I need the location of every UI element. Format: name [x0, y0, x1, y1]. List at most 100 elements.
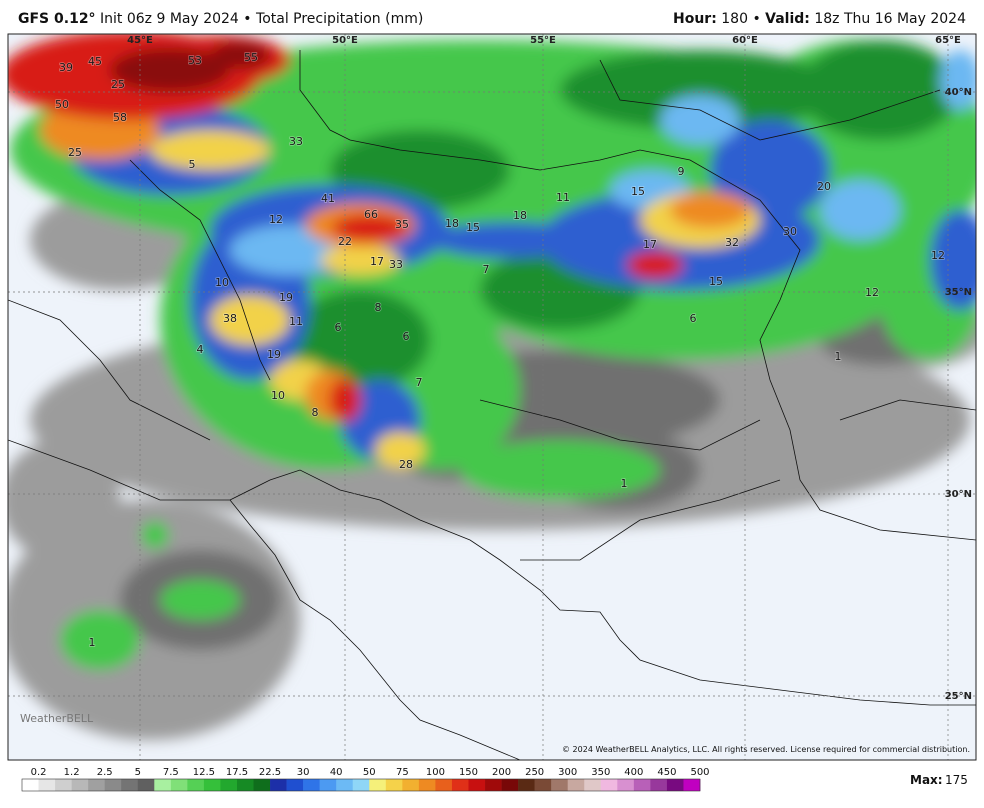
- precip-area: [800, 40, 960, 140]
- precip-label: 45: [88, 55, 102, 68]
- colorbar-label: 300: [558, 767, 577, 778]
- colorbar-outline: [21, 778, 701, 792]
- colorbar-cell: [104, 779, 122, 791]
- colorbar-cell: [468, 779, 486, 791]
- precip-area: [290, 290, 430, 390]
- graticule: [8, 34, 976, 760]
- precip-label: 5: [189, 158, 196, 171]
- precip-label: 55: [244, 51, 258, 64]
- colorbar-cell: [203, 779, 221, 791]
- colorbar-cell: [584, 779, 602, 791]
- colorbar-label: 75: [396, 767, 409, 778]
- colorbar: 0.2 1.2 2.5 5 7.5 12.5 17.5 22.5 30 40 50 75 100 150 2…: [21, 767, 710, 792]
- colorbar-cell: [38, 779, 56, 791]
- precip-label: 12: [865, 286, 879, 299]
- colorbar-cell: [418, 779, 436, 791]
- precip-label: 10: [215, 276, 229, 289]
- precip-label: 6: [403, 330, 410, 343]
- precip-label: 15: [466, 221, 480, 234]
- precip-label: 8: [375, 301, 382, 314]
- precip-label: 6: [335, 321, 342, 334]
- precip-label: 9: [678, 165, 685, 178]
- precip-label: 30: [783, 225, 797, 238]
- precip-label: 33: [289, 135, 303, 148]
- precip-area: [627, 251, 683, 279]
- colorbar-label: 350: [591, 767, 610, 778]
- precip-label: 66: [364, 208, 378, 221]
- precip-label: 25: [111, 78, 125, 91]
- precip-area: [60, 610, 140, 670]
- precip-label: 11: [556, 191, 570, 204]
- hour-label: Hour:: [672, 11, 717, 27]
- precip-area: [160, 580, 240, 620]
- colorbar-cell: [303, 779, 320, 791]
- colorbar-label: 2.5: [97, 767, 113, 778]
- product: Total Precipitation (mm): [256, 11, 424, 27]
- colorbar-cell: [319, 779, 337, 791]
- latitude-label: 35°N: [945, 287, 972, 298]
- precip-label: 53: [188, 54, 202, 67]
- colorbar-cell: [650, 779, 668, 791]
- colorbar-cell: [485, 779, 502, 791]
- precip-label: 33: [389, 258, 403, 271]
- colorbar-cell: [435, 779, 453, 791]
- precip-label: 12: [931, 249, 945, 262]
- precip-label: 8: [312, 406, 319, 419]
- precip-area: [930, 210, 976, 310]
- header-right: Hour: 180 • Valid: 18z Thu 16 May 2024: [673, 11, 966, 27]
- colorbar-cell: [352, 779, 370, 791]
- colorbar-label: 200: [492, 767, 511, 778]
- precip-label: 4: [197, 343, 204, 356]
- colorbar-label: 7.5: [163, 767, 179, 778]
- colorbar-label: 450: [657, 767, 676, 778]
- colorbar-label: 0.2: [31, 767, 47, 778]
- precip-label: 39: [59, 61, 73, 74]
- colorbar-cell: [71, 779, 89, 791]
- precip-label: 15: [631, 185, 645, 198]
- colorbar-cell: [567, 779, 585, 791]
- colorbar-cell: [154, 779, 172, 791]
- max-value: 175: [945, 773, 968, 787]
- precip-area: [460, 440, 660, 500]
- colorbar-cell: [220, 779, 238, 791]
- borders: [8, 50, 976, 760]
- colorbar-label: 1.2: [64, 767, 80, 778]
- colorbar-cell: [617, 779, 635, 791]
- precip-label: 15: [709, 275, 723, 288]
- header-left: GFS 0.12° Init 06z 9 May 2024 • Total Pr…: [18, 11, 423, 27]
- colorbar-label: 150: [459, 767, 478, 778]
- precip-label: 19: [279, 291, 293, 304]
- colorbar-cell: [187, 779, 205, 791]
- precip-area: [560, 50, 840, 130]
- precip-label: 22: [338, 235, 352, 248]
- latitude-label: 25°N: [945, 691, 972, 702]
- copyright: © 2024 WeatherBELL Analytics, LLC. All r…: [562, 745, 970, 754]
- colorbar-cell: [170, 779, 188, 791]
- longitude-label: 45°E: [127, 35, 153, 46]
- precip-area: [150, 130, 270, 170]
- precip-label: 1: [621, 477, 628, 490]
- colorbar-cell: [121, 779, 139, 791]
- precip-field: [8, 34, 976, 740]
- longitude-label: 55°E: [530, 35, 556, 46]
- longitude-label: 60°E: [732, 35, 758, 46]
- precip-label: 20: [817, 180, 831, 193]
- precip-label: 32: [725, 236, 739, 249]
- colorbar-label: 22.5: [259, 767, 281, 778]
- colorbar-cell: [451, 779, 469, 791]
- hour: 180: [721, 11, 748, 27]
- model: GFS 0.12°: [18, 11, 96, 27]
- precip-label: 1: [835, 350, 842, 363]
- precip-label: 11: [289, 315, 303, 328]
- precip-area: [210, 41, 270, 69]
- precip-label: 25: [68, 146, 82, 159]
- colorbar-cell: [22, 779, 39, 791]
- colorbar-label: 500: [690, 767, 709, 778]
- colorbar-cell: [402, 779, 420, 791]
- latitude-label: 40°N: [945, 87, 972, 98]
- colorbar-label: 50: [363, 767, 376, 778]
- precip-area: [210, 295, 290, 345]
- colorbar-cell: [88, 779, 105, 791]
